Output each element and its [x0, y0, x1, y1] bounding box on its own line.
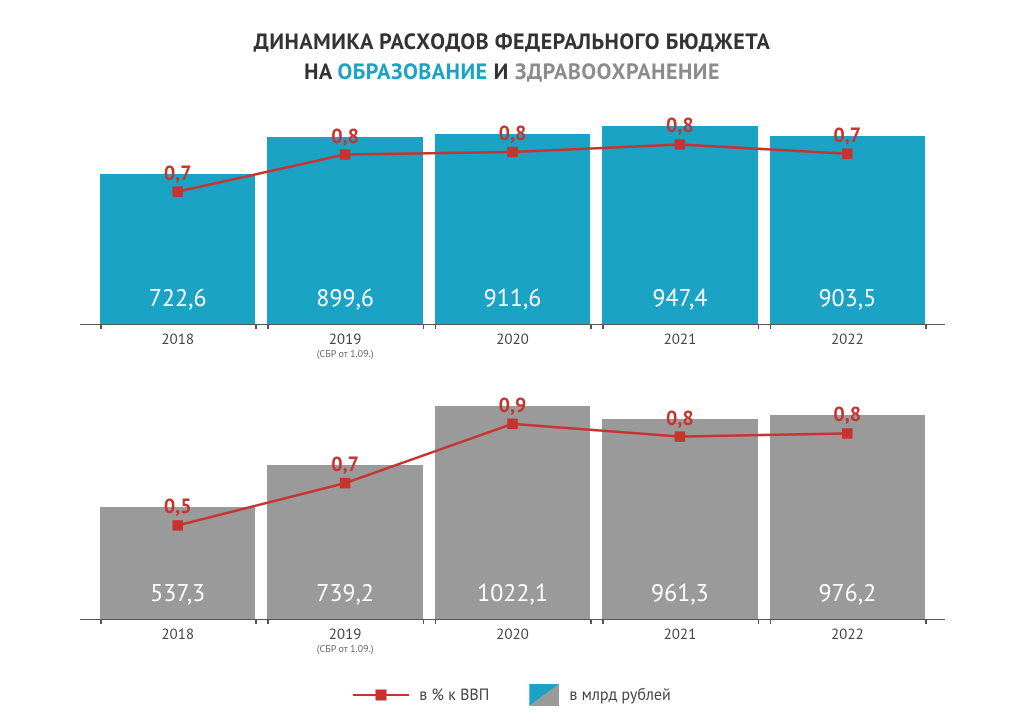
- chart-education: 722,6 899,6 911,6 947,4 903,5 2018 2019(СБР от…: [80, 95, 945, 357]
- x-label: 2021: [602, 622, 757, 652]
- legend-line-label: в % к ВВП: [419, 685, 489, 705]
- bar-slot: 976,2: [770, 400, 925, 620]
- bar-value-label: 537,3: [100, 577, 255, 608]
- legend-bar-swatch: [529, 684, 559, 706]
- x-label: 2021: [602, 327, 757, 357]
- bar-slot: 1022,1: [435, 400, 590, 620]
- x-label-sub: (СБР от 1.09.): [267, 643, 422, 655]
- legend-line-swatch: [353, 694, 409, 697]
- legend-bar-label: в млрд рублей: [569, 685, 670, 705]
- x-label: 2020: [435, 327, 590, 357]
- bar: 976,2: [770, 415, 925, 620]
- legend-line: в % к ВВП: [353, 685, 489, 705]
- bar-slot: 537,3: [100, 400, 255, 620]
- x-axis: [80, 324, 945, 325]
- x-axis: [80, 619, 945, 620]
- x-label: 2018: [100, 327, 255, 357]
- x-label: 2019(СБР от 1.09.): [267, 327, 422, 357]
- chart-health: 537,3 739,2 1022,1 961,3 976,2 2018 2019(СБР о…: [80, 390, 945, 652]
- x-labels: 2018 2019(СБР от 1.09.) 2020 2021 2022: [80, 327, 945, 357]
- title-line-2: НА ОБРАЗОВАНИЕ И ЗДРАВООХРАНЕНИЕ: [0, 58, 1024, 86]
- bar-value-label: 911,6: [435, 282, 590, 313]
- bar-value-label: 947,4: [602, 282, 757, 313]
- bar-slot: 899,6: [267, 105, 422, 325]
- bar: 947,4: [602, 126, 757, 325]
- bar: 903,5: [770, 136, 925, 325]
- bar-slot: 903,5: [770, 105, 925, 325]
- x-label: 2019(СБР от 1.09.): [267, 622, 422, 652]
- bar-slot: 739,2: [267, 400, 422, 620]
- bar: 722,6: [100, 174, 255, 325]
- bar: 739,2: [267, 465, 422, 620]
- x-label: 2020: [435, 622, 590, 652]
- bar-slot: 947,4: [602, 105, 757, 325]
- bar-slot: 961,3: [602, 400, 757, 620]
- bars: 722,6 899,6 911,6 947,4 903,5: [80, 105, 945, 325]
- bar-value-label: 722,6: [100, 282, 255, 313]
- x-label: 2022: [770, 622, 925, 652]
- bar: 961,3: [602, 419, 757, 620]
- bars: 537,3 739,2 1022,1 961,3 976,2: [80, 400, 945, 620]
- x-label-sub: (СБР от 1.09.): [267, 348, 422, 360]
- legend: в % к ВВП в млрд рублей: [0, 684, 1024, 706]
- page: ДИНАМИКА РАСХОДОВ ФЕДЕРАЛЬНОГО БЮДЖЕТА Н…: [0, 0, 1024, 724]
- title-education: ОБРАЗОВАНИЕ: [338, 58, 488, 86]
- bar-value-label: 899,6: [267, 282, 422, 313]
- bar-value-label: 903,5: [770, 282, 925, 313]
- bar: 1022,1: [435, 406, 590, 620]
- x-label: 2018: [100, 622, 255, 652]
- bar-value-label: 976,2: [770, 577, 925, 608]
- bar-slot: 722,6: [100, 105, 255, 325]
- bar: 537,3: [100, 507, 255, 620]
- bar-value-label: 961,3: [602, 577, 757, 608]
- bar-value-label: 1022,1: [435, 577, 590, 608]
- legend-bars: в млрд рублей: [529, 684, 670, 706]
- x-labels: 2018 2019(СБР от 1.09.) 2020 2021 2022: [80, 622, 945, 652]
- bar: 899,6: [267, 137, 422, 325]
- title-line-1: ДИНАМИКА РАСХОДОВ ФЕДЕРАЛЬНОГО БЮДЖЕТА: [0, 28, 1024, 56]
- x-label: 2022: [770, 327, 925, 357]
- bar-value-label: 739,2: [267, 577, 422, 608]
- bar: 911,6: [435, 134, 590, 325]
- bar-slot: 911,6: [435, 105, 590, 325]
- title-health: ЗДРАВООХРАНЕНИЕ: [515, 58, 720, 86]
- chart-title: ДИНАМИКА РАСХОДОВ ФЕДЕРАЛЬНОГО БЮДЖЕТА Н…: [0, 0, 1024, 86]
